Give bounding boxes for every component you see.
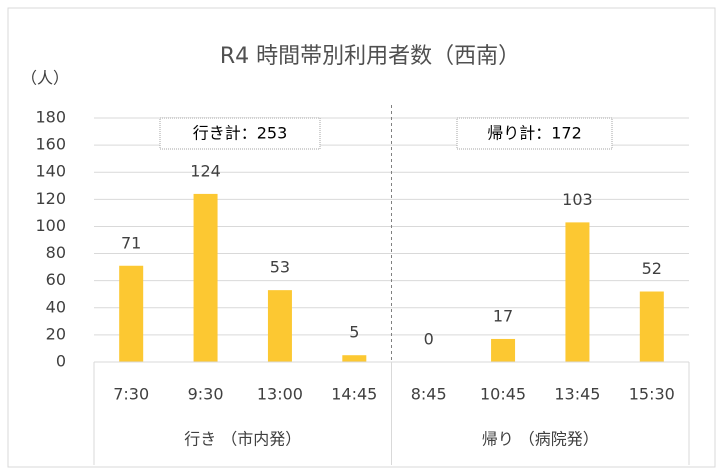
data-label: 103 — [562, 190, 593, 209]
y-tick-label: 120 — [35, 189, 66, 208]
data-label: 71 — [121, 233, 141, 252]
y-tick-label: 0 — [56, 352, 66, 371]
y-tick-label: 80 — [46, 243, 66, 262]
annotation: 行き計：253 — [193, 124, 288, 143]
group-label: 行き （市内発） — [184, 430, 301, 449]
y-tick-label: 60 — [46, 270, 66, 289]
chart-title: R4 時間帯別利用者数（西南） — [220, 44, 520, 69]
bar — [491, 338, 516, 362]
data-label: 17 — [493, 306, 513, 325]
bar — [565, 222, 590, 362]
bar — [342, 355, 367, 362]
data-label: 52 — [642, 259, 662, 278]
bar — [267, 290, 292, 362]
bar — [119, 265, 144, 362]
chart-border — [7, 7, 716, 468]
y-tick-label: 140 — [35, 162, 66, 181]
y-tick-label: 40 — [46, 297, 66, 316]
y-tick-label: 20 — [46, 324, 66, 343]
bar — [639, 291, 664, 362]
group-label: 帰り （病院発） — [482, 430, 599, 449]
annotation-box — [159, 117, 321, 150]
x-tick-label: 10:45 — [480, 385, 526, 404]
bar — [193, 193, 218, 362]
x-tick-label: 7:30 — [113, 385, 149, 404]
data-label: 0 — [424, 330, 434, 349]
y-tick-label: 100 — [35, 216, 66, 235]
y-tick-label: 180 — [35, 108, 66, 127]
x-tick-label: 15:30 — [629, 385, 675, 404]
x-tick-label: 8:45 — [411, 385, 447, 404]
data-label: 124 — [190, 161, 221, 180]
x-tick-label: 14:45 — [331, 385, 377, 404]
data-label: 5 — [349, 323, 359, 342]
x-tick-label: 13:45 — [554, 385, 600, 404]
y-axis-label: （人） — [21, 69, 69, 88]
y-tick-label: 160 — [35, 135, 66, 154]
annotation: 帰り計：172 — [487, 124, 582, 143]
data-label: 53 — [270, 258, 290, 277]
annotation-box — [456, 117, 613, 150]
x-tick-label: 13:00 — [257, 385, 303, 404]
x-tick-label: 9:30 — [188, 385, 224, 404]
